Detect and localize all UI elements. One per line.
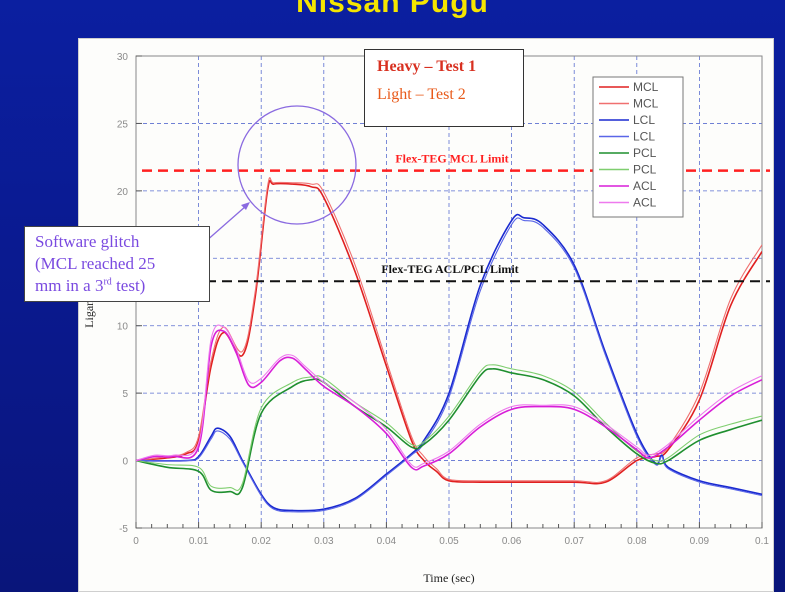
x-tick-label: 0.07: [564, 536, 584, 547]
series-line-acl-test2: [136, 324, 762, 468]
x-tick-label: 0.03: [314, 536, 334, 547]
x-tick-label: 0.02: [251, 536, 271, 547]
legend-entry: LCL: [633, 113, 655, 127]
series-line-pcl-test1: [136, 368, 762, 496]
glitch-line-3-post: test): [111, 276, 146, 295]
software-glitch-note: Software glitch (MCL reached 25 mm in a …: [24, 226, 210, 302]
legend-entry: ACL: [633, 179, 657, 193]
y-tick-label: -5: [119, 524, 128, 535]
y-tick-label: 10: [117, 322, 129, 333]
legend-entry: MCL: [633, 97, 659, 111]
x-tick-label: 0: [133, 536, 139, 547]
y-tick-label: 0: [122, 457, 128, 468]
light-test-label: Light – Test 2: [377, 86, 466, 103]
x-tick-label: 0.04: [377, 536, 397, 547]
y-tick-label: 30: [117, 52, 129, 63]
legend-entry: LCL: [633, 130, 655, 144]
glitch-arrow-line: [204, 205, 247, 243]
limit-label: Flex-TEG ACL/PCL Limit: [381, 262, 518, 276]
glitch-line-2: (MCL reached 25: [35, 254, 156, 273]
series-line-pcl-test2: [136, 364, 762, 492]
heavy-test-label: Heavy – Test 1: [377, 58, 477, 75]
glitch-circle: [237, 105, 357, 225]
legend-entry: ACL: [633, 196, 657, 210]
series-line-lcl-test1: [136, 213, 762, 512]
series-line-lcl-test2: [136, 217, 762, 513]
x-tick-label: 0.05: [439, 536, 459, 547]
x-tick-label: 0.1: [755, 536, 769, 547]
glitch-line-3-pre: mm in a 3: [35, 276, 104, 295]
legend: MCL MCL LCL LCL PCL PCL ACL ACL: [592, 76, 684, 218]
glitch-arrow-head: [241, 202, 250, 210]
x-tick-label: 0.09: [690, 536, 710, 547]
series-group: [136, 177, 762, 513]
legend-entry: PCL: [633, 146, 657, 160]
glitch-line-3-sup: rd: [103, 276, 112, 288]
legend-entry: PCL: [633, 163, 657, 177]
x-ticks: 0 0.01 0.02 0.03 0.04 0.05 0.06 0.07 0.08 0.09 0.1: [133, 522, 769, 547]
y-tick-label: 20: [117, 187, 129, 198]
legend-entry: MCL: [633, 80, 659, 94]
limit-lines: Flex-TEG MCL Limit Flex-TEG ACL/PCL Limit: [142, 152, 770, 283]
x-tick-label: 0.06: [502, 536, 522, 547]
series-line-acl-test1: [136, 329, 762, 471]
x-axis-label: Time (sec): [423, 571, 474, 585]
limit-label: Flex-TEG MCL Limit: [395, 152, 508, 166]
y-tick-label: 5: [122, 389, 128, 400]
glitch-line-1: Software glitch: [35, 232, 140, 251]
test-legend-box: Heavy – Test 1 Light – Test 2: [364, 49, 524, 127]
legend-frame: [592, 76, 684, 218]
slide-title: Nissan Pugu: [296, 0, 489, 19]
x-tick-label: 0.08: [627, 536, 647, 547]
x-tick-label: 0.01: [189, 536, 209, 547]
y-tick-label: 25: [117, 119, 129, 130]
glitch-line-3: mm in a 3rd test): [35, 275, 209, 297]
